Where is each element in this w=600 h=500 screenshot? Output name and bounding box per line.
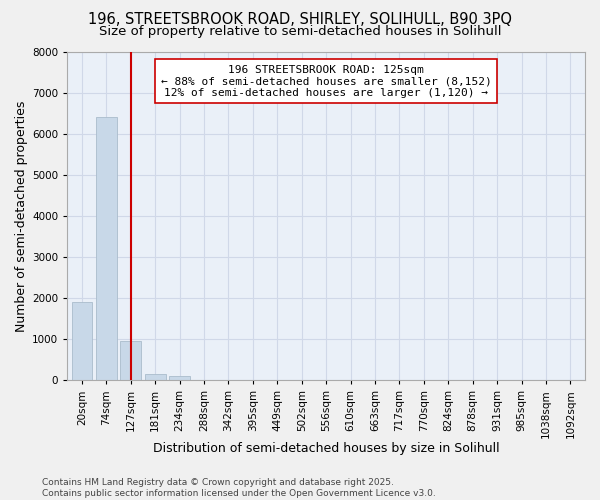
Y-axis label: Number of semi-detached properties: Number of semi-detached properties [15, 100, 28, 332]
Text: Contains HM Land Registry data © Crown copyright and database right 2025.
Contai: Contains HM Land Registry data © Crown c… [42, 478, 436, 498]
Text: 196 STREETSBROOK ROAD: 125sqm
← 88% of semi-detached houses are smaller (8,152)
: 196 STREETSBROOK ROAD: 125sqm ← 88% of s… [161, 64, 491, 98]
X-axis label: Distribution of semi-detached houses by size in Solihull: Distribution of semi-detached houses by … [153, 442, 499, 455]
Bar [71, 302, 92, 380]
Text: Size of property relative to semi-detached houses in Solihull: Size of property relative to semi-detach… [99, 25, 501, 38]
Bar [121, 341, 141, 380]
Bar [169, 376, 190, 380]
Bar [145, 374, 166, 380]
Bar [96, 117, 117, 380]
Text: 196, STREETSBROOK ROAD, SHIRLEY, SOLIHULL, B90 3PQ: 196, STREETSBROOK ROAD, SHIRLEY, SOLIHUL… [88, 12, 512, 28]
